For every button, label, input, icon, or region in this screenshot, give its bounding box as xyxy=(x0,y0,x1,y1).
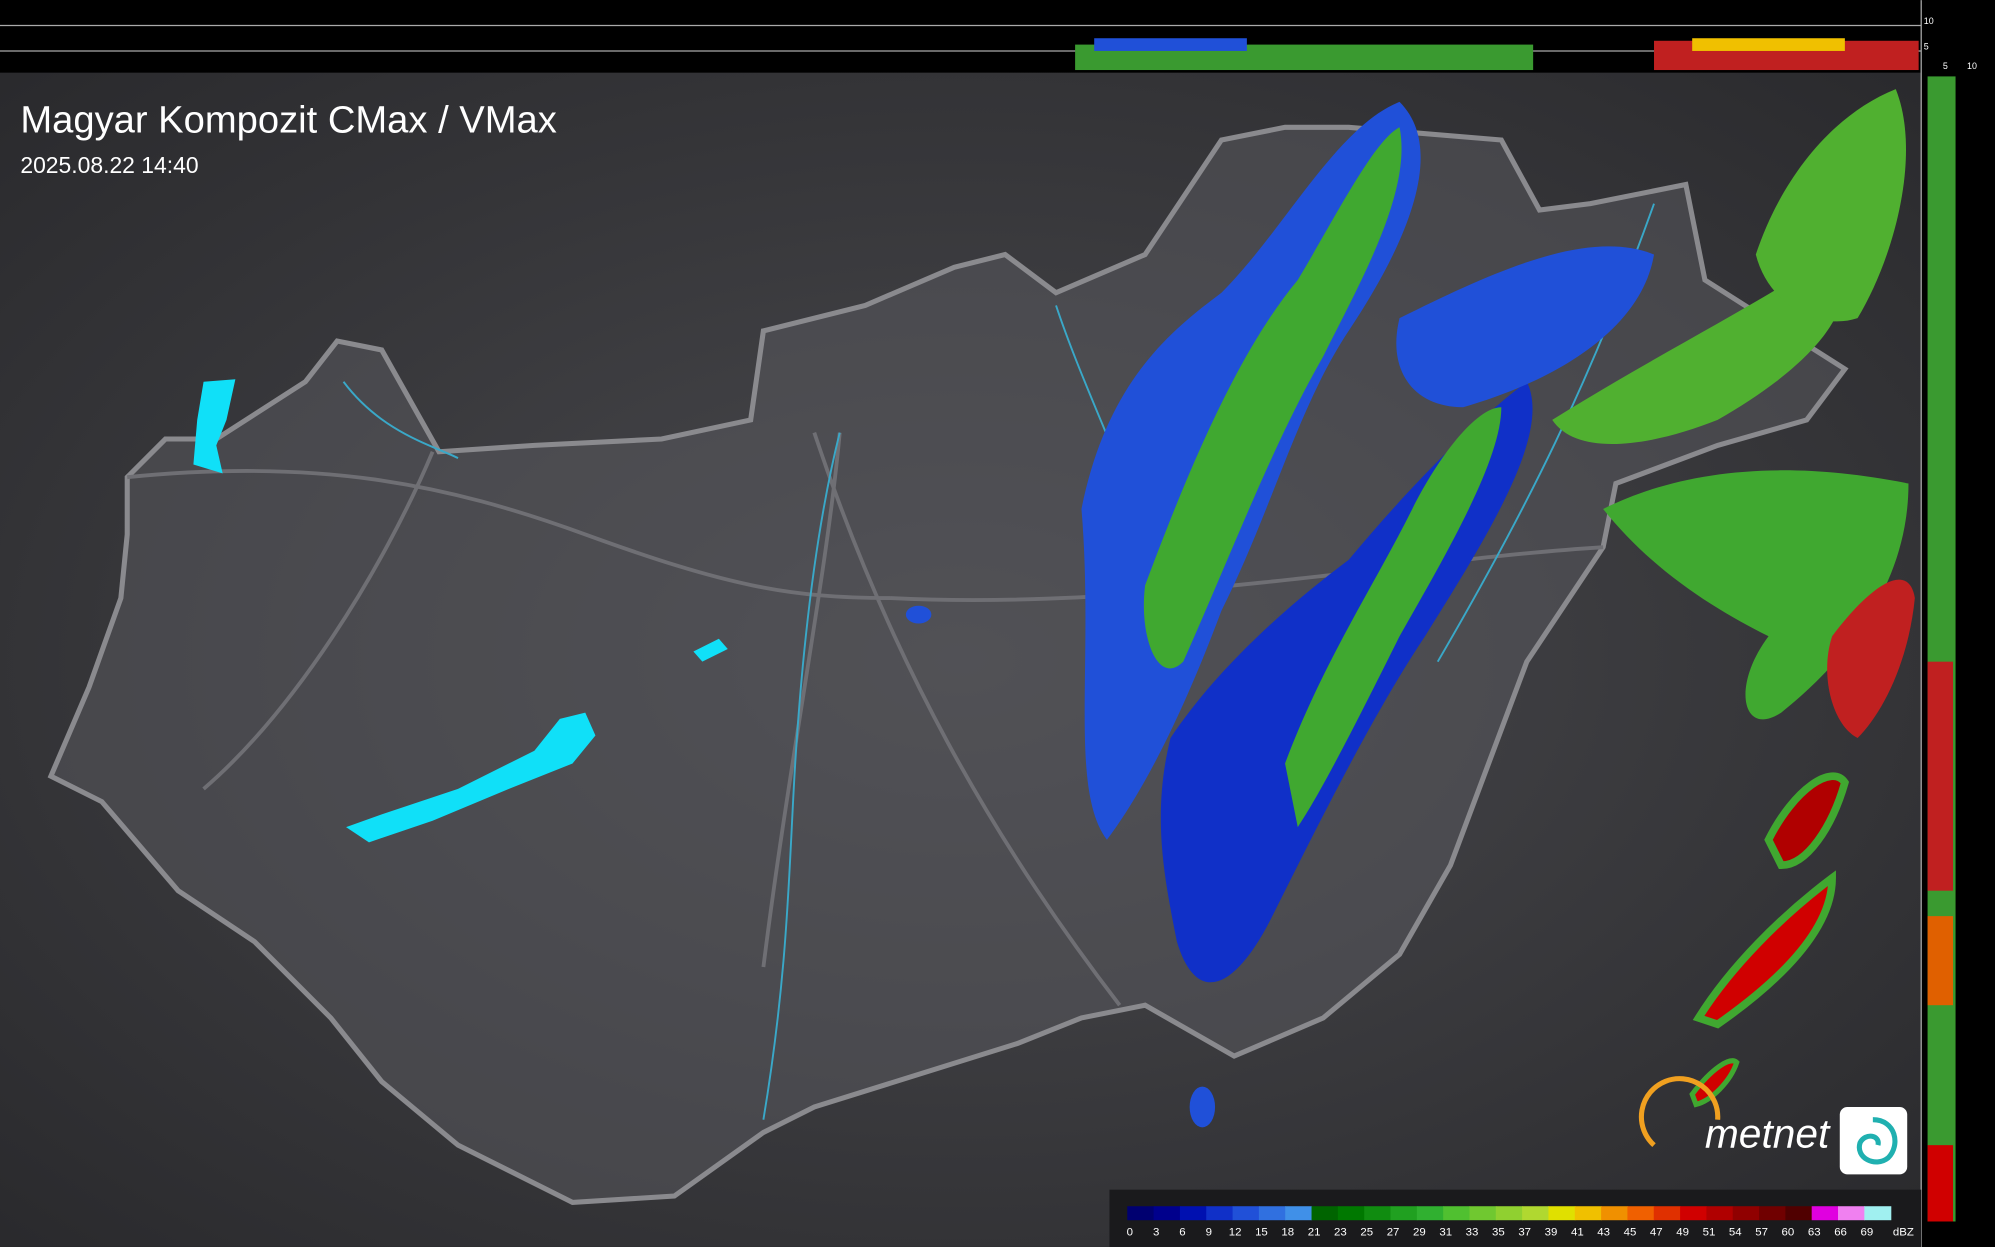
legend-label: 54 xyxy=(1729,1226,1742,1238)
legend-color xyxy=(1390,1206,1418,1221)
logo: metnet xyxy=(1638,1076,1908,1175)
legend-label: 33 xyxy=(1466,1226,1479,1238)
legend-label: 49 xyxy=(1676,1226,1689,1238)
profile-scale-label: 5 xyxy=(1924,42,1929,52)
legend-label: 25 xyxy=(1360,1226,1373,1238)
legend-color xyxy=(1627,1206,1655,1221)
country-border xyxy=(47,124,1849,1205)
legend-color xyxy=(1548,1206,1576,1221)
legend-color xyxy=(1127,1206,1155,1221)
legend-color xyxy=(1469,1206,1497,1221)
echo-area xyxy=(1689,1058,1740,1108)
profile-echo xyxy=(1094,38,1247,51)
echo-area xyxy=(1755,89,1907,322)
legend-label: 60 xyxy=(1782,1226,1795,1238)
echo-area xyxy=(905,605,932,624)
legend-color xyxy=(1811,1206,1839,1221)
legend-label: 39 xyxy=(1545,1226,1558,1238)
timestamp: 2025.08.22 14:40 xyxy=(20,152,198,178)
legend-label: 29 xyxy=(1413,1226,1426,1238)
logo-sun xyxy=(1638,1076,1721,1148)
echo-area xyxy=(1764,772,1850,870)
legend-color xyxy=(1522,1206,1550,1221)
legend-unit: dBZ xyxy=(1893,1226,1914,1238)
legend-label: 6 xyxy=(1179,1226,1185,1238)
legend-color xyxy=(1864,1206,1892,1221)
legend-color xyxy=(1258,1206,1286,1221)
river xyxy=(342,203,1655,1120)
legend-label: 41 xyxy=(1571,1226,1584,1238)
legend-label: 51 xyxy=(1703,1226,1716,1238)
legend-label: 31 xyxy=(1439,1226,1452,1238)
lake-balaton xyxy=(346,712,596,843)
legend-label: 45 xyxy=(1624,1226,1637,1238)
legend-color xyxy=(1785,1206,1813,1221)
echo-area xyxy=(1143,127,1402,669)
profile-scale-label: 10 xyxy=(1967,61,1977,71)
legend-label: 9 xyxy=(1206,1226,1212,1238)
legend-color xyxy=(1206,1206,1234,1221)
legend-color xyxy=(1232,1206,1260,1221)
legend-label: 23 xyxy=(1334,1226,1347,1238)
legend-label: 12 xyxy=(1229,1226,1242,1238)
legend-label: 66 xyxy=(1834,1226,1847,1238)
profile-echo xyxy=(1692,38,1845,51)
legend-label: 35 xyxy=(1492,1226,1505,1238)
legend-label: 57 xyxy=(1755,1226,1768,1238)
legend-label: 21 xyxy=(1308,1226,1321,1238)
legend-label: 15 xyxy=(1255,1226,1268,1238)
profile-echo xyxy=(1927,661,1954,891)
legend-color xyxy=(1443,1206,1471,1221)
legend-color xyxy=(1759,1206,1787,1221)
legend-color xyxy=(1706,1206,1734,1221)
profile-echo xyxy=(1927,1145,1954,1222)
radar-echoes xyxy=(905,89,1915,1128)
echo-area xyxy=(1552,254,1844,445)
lake-velence xyxy=(693,638,728,662)
legend-color xyxy=(1732,1206,1760,1221)
echo-area xyxy=(1827,579,1915,739)
legend-color xyxy=(1416,1206,1444,1221)
echo-area xyxy=(1285,407,1502,828)
legend-color xyxy=(1838,1206,1865,1221)
legend-label: 3 xyxy=(1153,1226,1159,1238)
legend-label: 47 xyxy=(1650,1226,1663,1238)
legend-label: 0 xyxy=(1127,1226,1133,1238)
lake-neusiedl xyxy=(193,379,236,474)
legend-color xyxy=(1153,1206,1181,1221)
legend-label: 69 xyxy=(1861,1226,1874,1238)
legend-label: 63 xyxy=(1808,1226,1821,1238)
map-title: Magyar Kompozit CMax / VMax xyxy=(20,98,556,141)
legend-color xyxy=(1311,1206,1339,1221)
echo-area xyxy=(1189,1086,1216,1128)
legend-color xyxy=(1337,1206,1365,1221)
profile-echo xyxy=(1927,916,1954,1006)
legend: 0 3 6 9 12 15 18 21 23 25 27 29 31 33 35 37 39 41 43 45 47 49… xyxy=(1127,1206,1914,1238)
legend-color xyxy=(1179,1206,1207,1221)
logo-text: metnet xyxy=(1705,1111,1831,1157)
legend-color xyxy=(1495,1206,1523,1221)
profile-scale-label: 10 xyxy=(1924,16,1934,26)
legend-label: 37 xyxy=(1518,1226,1531,1238)
legend-color xyxy=(1364,1206,1392,1221)
legend-label: 27 xyxy=(1387,1226,1400,1238)
legend-color xyxy=(1285,1206,1313,1221)
legend-label: 18 xyxy=(1281,1226,1294,1238)
legend-color xyxy=(1680,1206,1708,1221)
profile-echo xyxy=(1927,76,1956,1222)
echo-area xyxy=(1692,870,1836,1029)
logo-swirl xyxy=(1856,1117,1898,1165)
legend-color xyxy=(1601,1206,1629,1221)
regional-border xyxy=(127,432,1604,1007)
echo-area xyxy=(1396,246,1655,408)
legend-color xyxy=(1574,1206,1602,1221)
profile-scale-label: 5 xyxy=(1943,61,1948,71)
legend-label: 43 xyxy=(1597,1226,1610,1238)
legend-color xyxy=(1653,1206,1681,1221)
